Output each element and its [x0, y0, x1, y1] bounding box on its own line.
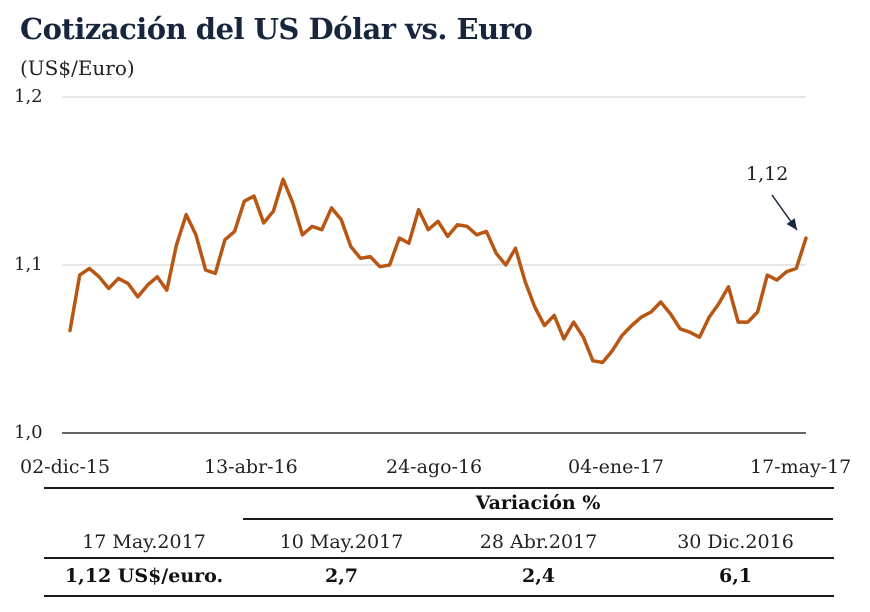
annotation-arrow-head	[786, 218, 797, 231]
x-tick-label: 04-ene-17	[568, 456, 664, 478]
table-bottom-rule	[44, 595, 834, 597]
table-cell: 2,7	[324, 565, 359, 587]
x-tick-label: 24-ago-16	[386, 456, 483, 478]
table-header: 28 Abr.2017	[479, 531, 598, 553]
x-tick-label: 17-may-17	[750, 456, 852, 478]
usd-eur-series-line	[68, 177, 808, 365]
table-cell: 6,1	[718, 565, 753, 587]
table-header: 10 May.2017	[279, 531, 404, 553]
variation-rule	[243, 518, 833, 520]
last-value-annotation: 1,12	[746, 163, 789, 185]
chart-subtitle: (US$/Euro)	[20, 56, 135, 80]
header-bottom-rule	[44, 557, 834, 559]
y-tick-label: 1,2	[14, 86, 43, 107]
y-tick-label: 1,1	[14, 254, 43, 275]
table-cell: 1,12 US$/euro.	[64, 565, 224, 587]
variation-header: Variación %	[475, 492, 601, 514]
x-tick-label: 02-dic-15	[20, 456, 111, 478]
table-cell: 2,4	[521, 565, 556, 587]
y-tick-label: 1,0	[14, 422, 43, 443]
table-top-rule	[44, 487, 834, 489]
table-header: 30 Dic.2016	[677, 531, 794, 553]
x-tick-label: 13-abr-16	[204, 456, 298, 478]
page-title: Cotización del US Dólar vs. Euro	[20, 12, 533, 46]
table-header: 17 May.2017	[82, 531, 206, 553]
